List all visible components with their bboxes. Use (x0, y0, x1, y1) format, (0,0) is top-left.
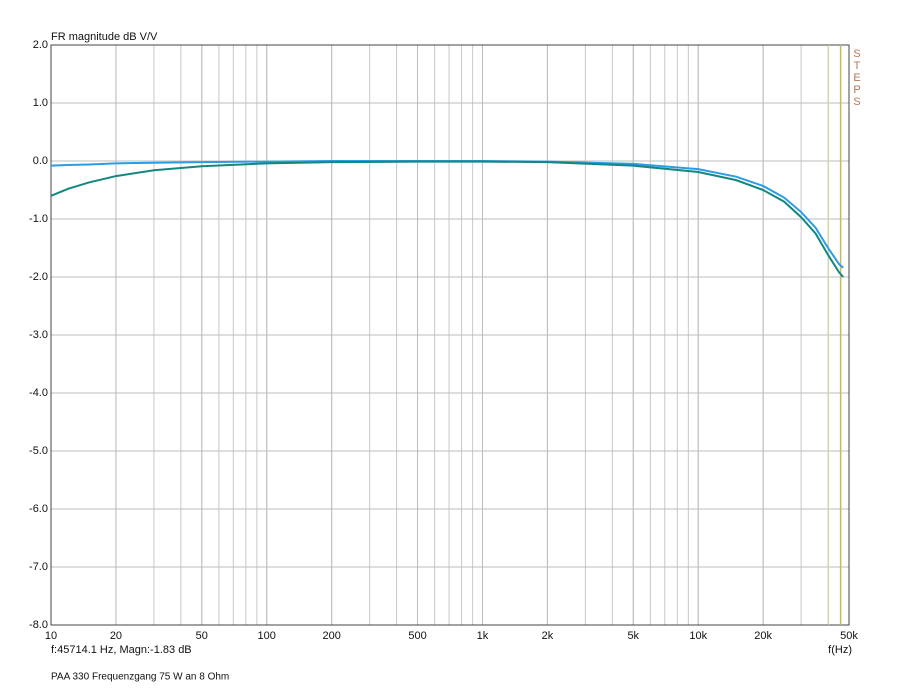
y-tick-label: -6.0 (29, 503, 48, 515)
plot-frame (50, 44, 850, 626)
x-tick-label: 1k (477, 630, 489, 642)
caption: PAA 330 Frequenzgang 75 W an 8 Ohm (51, 672, 229, 683)
y-tick-label: -3.0 (29, 329, 48, 341)
x-tick-label: 200 (322, 630, 340, 642)
x-tick-label: 100 (258, 630, 276, 642)
x-tick-label: 50 (196, 630, 208, 642)
y-tick-label: -2.0 (29, 271, 48, 283)
y-tick-label: -8.0 (29, 619, 48, 631)
x-tick-label: 50k (840, 630, 858, 642)
y-tick-label: -7.0 (29, 561, 48, 573)
x-tick-label: 20k (754, 630, 772, 642)
y-tick-label: 2.0 (33, 39, 48, 51)
y-tick-label: -4.0 (29, 387, 48, 399)
y-axis-title: FR magnitude dB V/V (51, 31, 158, 43)
x-tick-label: 10 (45, 630, 57, 642)
y-tick-label: -5.0 (29, 445, 48, 457)
x-tick-label: 10k (689, 630, 707, 642)
y-tick-label: 0.0 (33, 155, 48, 167)
x-axis-title: f(Hz) (828, 644, 852, 656)
x-tick-label: 500 (408, 630, 426, 642)
x-tick-label: 5k (627, 630, 639, 642)
x-tick-label: 20 (110, 630, 122, 642)
y-tick-label: -1.0 (29, 213, 48, 225)
series-line (50, 160, 844, 278)
y-tick-label: 1.0 (33, 97, 48, 109)
cursor-readout: f:45714.1 Hz, Magn:-1.83 dB (51, 644, 192, 656)
x-tick-label: 2k (542, 630, 554, 642)
side-label: STEPS (851, 48, 863, 108)
